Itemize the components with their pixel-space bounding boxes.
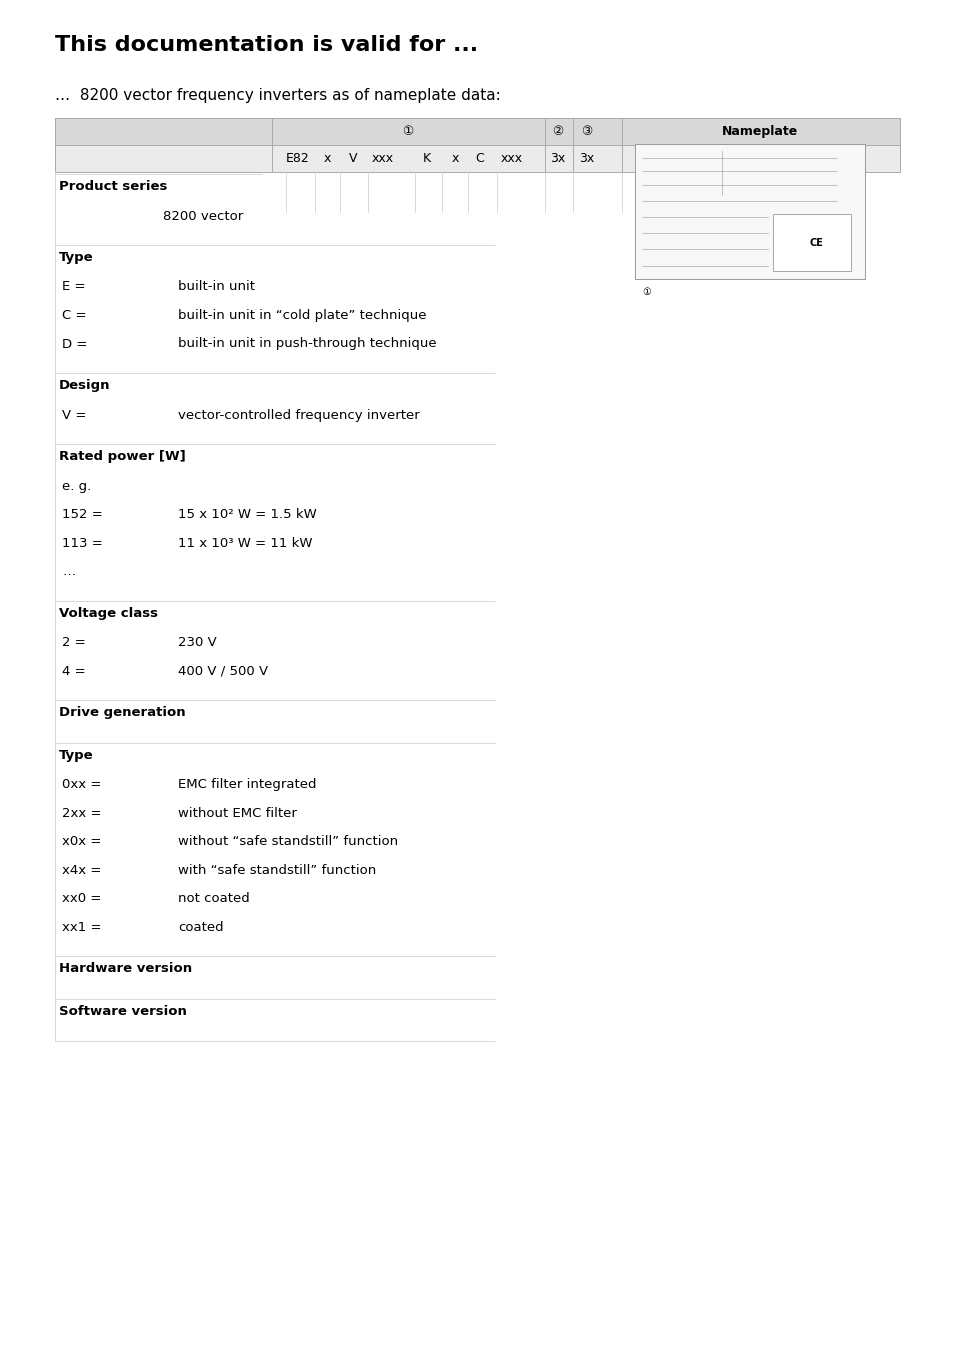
Text: 230 V: 230 V	[178, 636, 216, 649]
Text: V: V	[349, 153, 356, 165]
Text: xxx: xxx	[372, 153, 394, 165]
Text: ③: ③	[580, 126, 592, 138]
Bar	[635, 144, 864, 279]
Text: 4 =: 4 =	[62, 664, 86, 678]
Text: E =: E =	[62, 281, 86, 293]
Text: not coated: not coated	[178, 892, 250, 904]
Text: 3x: 3x	[578, 153, 594, 165]
Bar	[55, 144, 899, 171]
Text: Rated power [W]: Rated power [W]	[59, 450, 186, 463]
Text: CE: CE	[808, 238, 822, 247]
Text: 400 V / 500 V: 400 V / 500 V	[178, 664, 268, 678]
Text: E82: E82	[286, 153, 310, 165]
Text: D =: D =	[62, 338, 88, 351]
Text: xx0 =: xx0 =	[62, 892, 101, 904]
Text: 15 x 10² W = 1.5 kW: 15 x 10² W = 1.5 kW	[178, 508, 316, 521]
Text: Type: Type	[59, 251, 93, 265]
Text: 113 =: 113 =	[62, 536, 103, 549]
Text: xxx: xxx	[500, 153, 522, 165]
Text: Software version: Software version	[59, 1004, 187, 1018]
Text: ①: ①	[642, 288, 651, 297]
Text: ①: ①	[402, 126, 414, 138]
Text: built-in unit in “cold plate” technique: built-in unit in “cold plate” technique	[178, 309, 426, 323]
Text: This documentation is valid for ...: This documentation is valid for ...	[55, 35, 477, 55]
Text: coated: coated	[178, 921, 223, 933]
Text: without EMC filter: without EMC filter	[178, 806, 296, 819]
Text: without “safe standstill” function: without “safe standstill” function	[178, 836, 397, 848]
Text: x: x	[323, 153, 331, 165]
Text: 2 =: 2 =	[62, 636, 86, 649]
Text: with “safe standstill” function: with “safe standstill” function	[178, 864, 375, 876]
Text: 0xx =: 0xx =	[62, 778, 101, 791]
Text: 3x: 3x	[550, 153, 565, 165]
Text: x4x =: x4x =	[62, 864, 101, 876]
Text: V =: V =	[62, 409, 87, 421]
Text: Product series: Product series	[59, 180, 167, 193]
Text: C =: C =	[62, 309, 87, 323]
Text: x0x =: x0x =	[62, 836, 101, 848]
Text: built-in unit: built-in unit	[178, 281, 254, 293]
Text: Nameplate: Nameplate	[721, 126, 798, 138]
Text: 8200 vector: 8200 vector	[163, 209, 243, 223]
Text: xx1 =: xx1 =	[62, 921, 101, 933]
Text: vector-controlled frequency inverter: vector-controlled frequency inverter	[178, 409, 419, 421]
Text: e. g.: e. g.	[62, 479, 91, 493]
Text: ②: ②	[552, 126, 563, 138]
Text: Drive generation: Drive generation	[59, 706, 186, 720]
Text: K: K	[422, 153, 431, 165]
Text: x: x	[451, 153, 458, 165]
Text: Design: Design	[59, 379, 111, 391]
Text: …: …	[62, 566, 75, 578]
Bar	[772, 215, 850, 271]
Text: Type: Type	[59, 748, 93, 761]
Text: 152 =: 152 =	[62, 508, 103, 521]
Text: C: C	[476, 153, 484, 165]
Text: Voltage class: Voltage class	[59, 606, 158, 620]
Text: EMC filter integrated: EMC filter integrated	[178, 778, 316, 791]
Bar	[55, 117, 899, 144]
Text: built-in unit in push-through technique: built-in unit in push-through technique	[178, 338, 436, 351]
Text: …  8200 vector frequency inverters as of nameplate data:: … 8200 vector frequency inverters as of …	[55, 88, 500, 103]
Text: 2xx =: 2xx =	[62, 806, 101, 819]
Text: 11 x 10³ W = 11 kW: 11 x 10³ W = 11 kW	[178, 536, 313, 549]
Text: Hardware version: Hardware version	[59, 963, 192, 975]
